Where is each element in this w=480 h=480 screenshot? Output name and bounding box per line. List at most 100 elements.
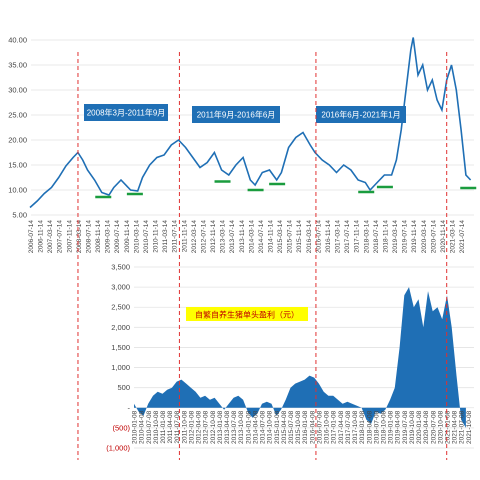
x-tick-label: 2009-03-14 [105, 220, 112, 254]
x-tick-label: 2014-04-08 [252, 410, 259, 444]
x-tick-label: 2020-07-14 [430, 220, 437, 254]
x-tick-label: 2014-11-14 [267, 220, 274, 253]
x-tick-label: 2018-10-08 [380, 410, 387, 444]
x-tick-label: 2016-07-08 [316, 410, 323, 444]
x-tick-label: 2015-11-14 [296, 220, 303, 253]
price-series-line [29, 37, 472, 209]
x-tick-label: 2020-10-08 [437, 410, 444, 444]
x-tick-label: 2018-07-14 [373, 220, 380, 254]
x-tick-label: 2010-01-08 [132, 410, 139, 444]
x-tick-label: 2012-03-14 [191, 220, 198, 254]
profit-chart: 3,500 3,000 2,500 2,000 1,500 1,000 500 - (500) (… [106, 263, 474, 453]
x-tick-label: 2017-04-08 [338, 410, 345, 444]
x-tick-label: 2011-04-08 [167, 410, 174, 443]
y-tick-label: 2,500 [111, 303, 130, 312]
x-tick-label: 2008-03-14 [76, 220, 83, 254]
period-box-1: 2008年3月-2011年9月 [84, 104, 168, 121]
x-tick-label: 2021-10-08 [466, 410, 473, 444]
y-tick-label: 1,500 [111, 343, 130, 352]
x-tick-label: 2016-11-14 [325, 220, 332, 253]
x-tick-label: 2014-03-14 [248, 220, 255, 254]
x-tick-label: 2020-07-08 [430, 410, 437, 444]
x-tick-label: 2016-07-14 [315, 220, 322, 254]
x-tick-label: 2007-07-14 [57, 220, 64, 254]
x-tick-label: 2013-11-14 [239, 220, 246, 253]
y-tick-label: 3,000 [111, 283, 130, 292]
x-tick-label: 2016-04-08 [309, 410, 316, 444]
x-tick-label: 2015-07-14 [287, 220, 294, 254]
x-tick-label: 2014-07-08 [260, 410, 267, 444]
x-tick-label: 2017-03-14 [335, 220, 342, 254]
x-tick-label: 2018-04-08 [366, 410, 373, 444]
period-box-3: 2016年6月-2021年1月 [316, 106, 406, 123]
period-labels: 2008年3月-2011年9月 2011年9月-2016年6月 2016年6月-… [84, 104, 406, 123]
x-tick-label: 2019-04-08 [395, 410, 402, 444]
y-tick-label: 35.00 [8, 61, 27, 70]
x-tick-label: 2010-11-14 [153, 220, 160, 253]
x-tick-label: 2018-01-08 [359, 410, 366, 444]
x-tick-label: 2012-01-08 [188, 410, 195, 444]
price-low-markers [95, 180, 477, 199]
x-tick-label: 2013-03-14 [220, 220, 227, 254]
x-tick-label: 2013-01-08 [217, 410, 224, 444]
x-tick-label: 2010-04-08 [139, 410, 146, 444]
y-tick-label: (1,000) [106, 444, 130, 453]
period-box-2: 2011年9月-2016年6月 [192, 106, 280, 123]
x-tick-label: 2012-10-08 [210, 410, 217, 444]
x-tick-label: 2008-07-14 [85, 220, 92, 254]
x-tick-label: 2015-03-14 [277, 220, 284, 254]
x-tick-label: 2019-11-14 [411, 220, 418, 253]
x-tick-label: 2016-10-08 [324, 410, 331, 444]
y-tick-label: 3,500 [111, 263, 130, 272]
x-tick-label: 2008-11-14 [95, 220, 102, 253]
x-tick-label: 2011-11-14 [181, 220, 188, 253]
x-tick-label: 2020-03-14 [421, 220, 428, 254]
x-tick-label: 2017-11-14 [354, 220, 361, 253]
x-tick-label: 2014-10-08 [267, 410, 274, 444]
price-chart-y-ticks: 5.00 10.00 15.00 20.00 25.00 30.00 35.00 40.00 [8, 36, 27, 220]
x-tick-label: 2021-03-14 [450, 220, 457, 254]
x-tick-label: 2011-01-08 [160, 410, 167, 443]
x-tick-label: 2012-04-08 [196, 410, 203, 444]
y-tick-label: 2,000 [111, 323, 130, 332]
x-tick-label: 2006-07-14 [28, 220, 35, 254]
x-tick-label: 2012-07-08 [203, 410, 210, 444]
y-tick-label: 500 [117, 383, 130, 392]
x-tick-label: 2011-07-14 [172, 220, 179, 253]
x-tick-label: 2017-07-14 [344, 220, 351, 254]
x-tick-label: 2010-03-14 [133, 220, 140, 254]
x-tick-label: 2014-07-14 [258, 220, 265, 254]
x-tick-label: 2011-10-08 [181, 410, 188, 443]
x-tick-label: 2012-11-14 [210, 220, 217, 253]
x-tick-label: 2019-10-08 [409, 410, 416, 444]
x-tick-label: 2020-11-14 [440, 220, 447, 253]
x-tick-label: 2011-07-08 [174, 410, 181, 443]
x-tick-label: 2014-01-08 [245, 410, 252, 444]
x-tick-label: 2018-07-08 [373, 410, 380, 444]
x-tick-label: 2009-07-14 [114, 220, 121, 254]
y-tick-label: (500) [112, 423, 130, 432]
x-tick-label: 2010-07-08 [146, 410, 153, 444]
x-tick-label: 2009-11-14 [124, 220, 131, 253]
period-label-2: 2011年9月-2016年6月 [197, 110, 276, 120]
x-tick-label: 2010-07-14 [143, 220, 150, 254]
x-tick-label: 2015-01-08 [274, 410, 281, 444]
x-tick-label: 2017-07-08 [345, 410, 352, 444]
cycle-dividers [77, 52, 448, 460]
y-tick-label: 1,000 [111, 363, 130, 372]
y-tick-label: 20.00 [8, 136, 27, 145]
x-tick-label: 2013-07-08 [231, 410, 238, 444]
y-tick-label: 5.00 [12, 211, 27, 220]
profit-chart-x-ticks: 2010-01-08 2010-04-08 2010-07-08 2010-10-08… [132, 410, 473, 444]
x-tick-label: 2013-04-08 [224, 410, 231, 444]
x-tick-label: 2020-01-08 [416, 410, 423, 444]
x-tick-label: 2015-10-08 [295, 410, 302, 444]
x-tick-label: 2019-01-08 [388, 410, 395, 444]
y-tick-label: 25.00 [8, 111, 27, 120]
x-tick-label: 2019-07-14 [402, 220, 409, 254]
x-tick-label: 2010-10-08 [153, 410, 160, 444]
y-tick-label: - [128, 403, 131, 412]
x-tick-label: 2013-10-08 [238, 410, 245, 444]
period-label-3: 2016年6月-2021年1月 [321, 110, 400, 120]
x-tick-label: 2016-03-14 [306, 220, 313, 254]
